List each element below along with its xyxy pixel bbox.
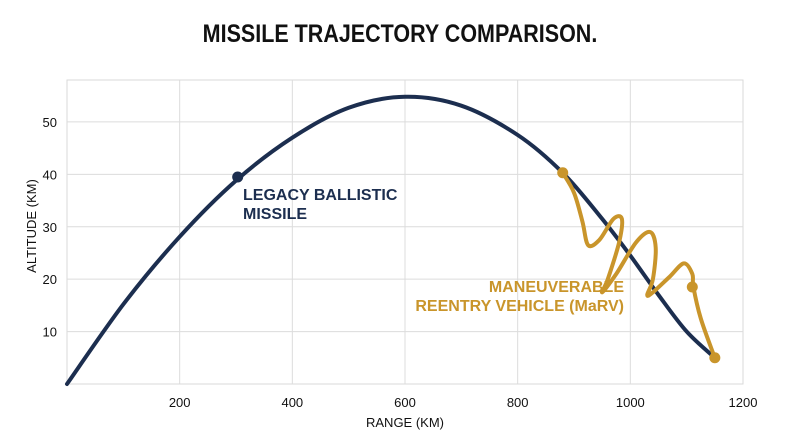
series-line-1 bbox=[560, 170, 717, 360]
series-marker-1 bbox=[557, 167, 569, 179]
y-tick-label: 40 bbox=[43, 167, 57, 182]
y-tick-labels: 10 20 30 40 50 bbox=[43, 115, 57, 340]
y-axis-label: ALTITUDE (KM) bbox=[24, 179, 39, 273]
series-lines bbox=[65, 94, 717, 386]
series-label-0: LEGACY BALLISTIC MISSILE bbox=[243, 187, 398, 223]
y-tick-label: 30 bbox=[43, 220, 57, 235]
series-marker-0 bbox=[232, 171, 244, 183]
x-tick-label: 1200 bbox=[729, 395, 758, 410]
series-markers bbox=[232, 167, 721, 364]
chart-title: MISSILE TRAJECTORY COMPARISON. bbox=[202, 20, 598, 48]
x-tick-label: 800 bbox=[507, 395, 529, 410]
x-tick-label: 1000 bbox=[616, 395, 645, 410]
x-tick-labels: 200 400 600 800 1000 1200 bbox=[169, 395, 758, 410]
x-tick-label: 600 bbox=[394, 395, 416, 410]
x-tick-label: 200 bbox=[169, 395, 191, 410]
series-line-0 bbox=[65, 94, 717, 386]
x-tick-label: 400 bbox=[281, 395, 303, 410]
y-tick-label: 10 bbox=[43, 325, 57, 340]
y-tick-label: 50 bbox=[43, 115, 57, 130]
series-marker-1 bbox=[709, 352, 721, 364]
x-axis-label: RANGE (KM) bbox=[366, 415, 444, 430]
series-labels: LEGACY BALLISTIC MISSILE MANEUVERABLE REENT… bbox=[243, 187, 624, 315]
y-tick-label: 20 bbox=[43, 272, 57, 287]
series-label-1: MANEUVERABLE REENTRY VEHICLE (MaRV) bbox=[415, 279, 624, 315]
series-marker-1 bbox=[686, 281, 698, 293]
gridlines bbox=[67, 80, 743, 384]
